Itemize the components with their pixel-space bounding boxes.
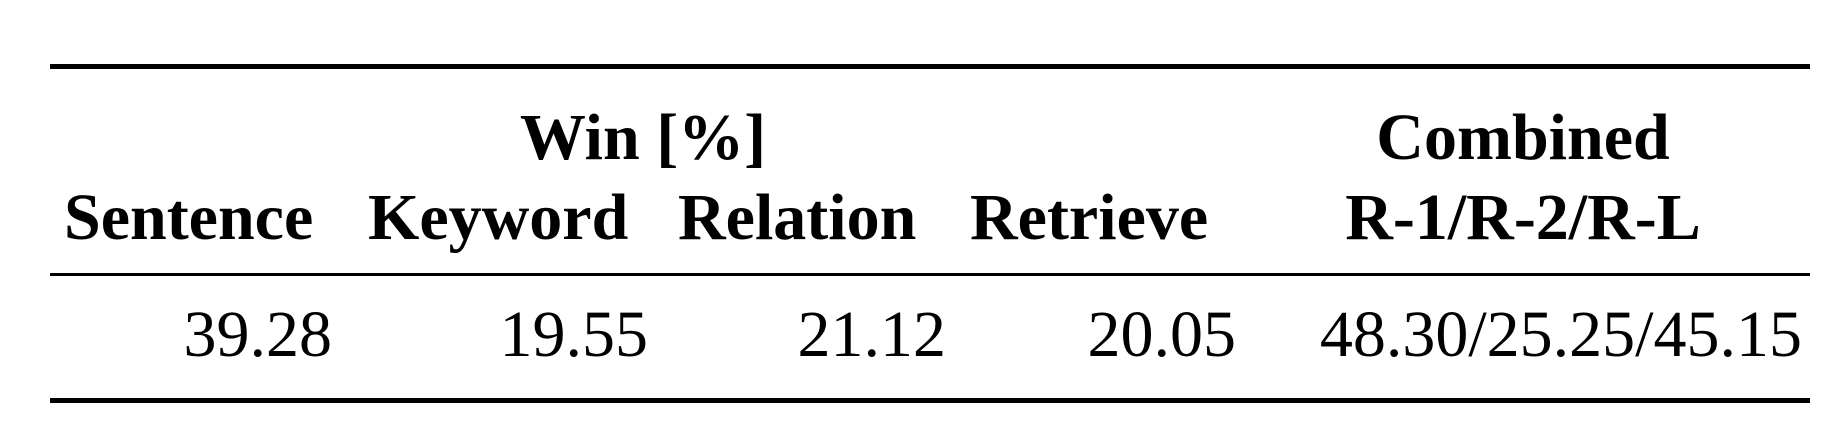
column-header-sentence: Sentence xyxy=(64,181,314,254)
column-header-relation: Relation xyxy=(678,181,917,254)
group-header-win: Win [%] xyxy=(519,101,767,174)
table-header: Win [%] Combined Sentence Keyword Relati… xyxy=(50,69,1810,273)
table-row: 39.28 19.55 21.12 20.05 48.30/25.25/45.1… xyxy=(50,276,1810,398)
cell-keyword: 19.55 xyxy=(499,298,649,371)
column-header-keyword: Keyword xyxy=(368,181,629,254)
column-header-retrieve: Retrieve xyxy=(970,181,1209,254)
group-header-combined: Combined xyxy=(1376,101,1670,174)
bottom-rule xyxy=(50,398,1810,403)
cell-relation: 21.12 xyxy=(797,298,947,371)
top-rule xyxy=(50,64,1810,69)
column-header-rouge: R-1/R-2/R-L xyxy=(1345,181,1701,254)
cell-rouge: 48.30/25.25/45.15 xyxy=(1319,298,1802,371)
results-table: Win [%] Combined Sentence Keyword Relati… xyxy=(50,64,1810,403)
cell-sentence: 39.28 xyxy=(183,298,333,371)
mid-rule xyxy=(50,273,1810,276)
cell-retrieve: 20.05 xyxy=(1087,298,1237,371)
